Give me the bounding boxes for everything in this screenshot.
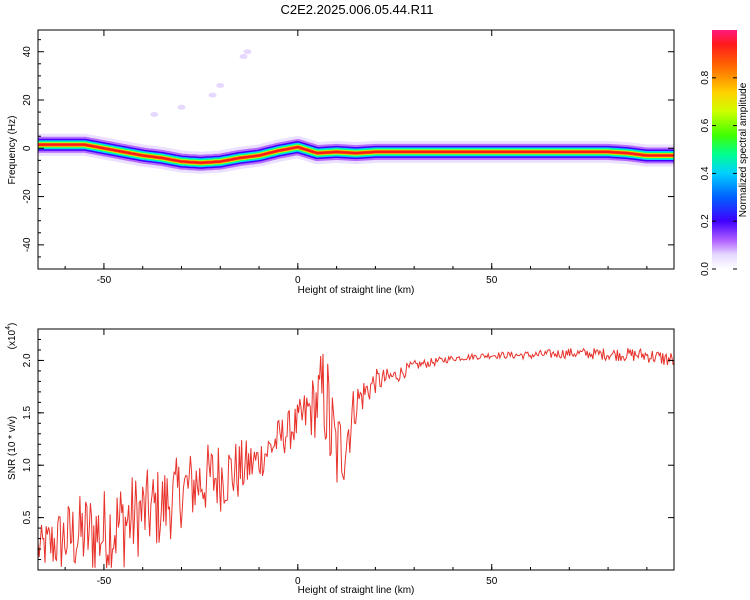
colorbar-gradient [712,30,737,269]
spectrogram-ytick-label: -20 [22,189,33,204]
snr-multiplier-exponent: 4 [5,326,12,330]
svg-text:(x104): (x104) [5,323,18,350]
spectrogram-ridge [38,49,674,174]
snr-multiplier: (x104) [5,323,18,350]
spectrogram-ylabel: Frequency (Hz) [7,116,18,185]
snr-series-line [38,347,674,568]
harmonic-point [177,104,186,110]
spectrogram-ytick-label: -40 [22,237,33,252]
colorbar: 0.0 0.2 0.4 0.6 0.8 Normalized spectral ampl… [700,30,749,276]
snr-multiplier-base: (x10 [7,329,18,349]
colorbar-tick-label: 0.2 [700,214,711,228]
snr-ticks: -50 0 50 0.5 1.0 1.5 2.0 [22,329,674,587]
harmonic-point [243,49,252,55]
spectrogram-panel: -50 0 50 -40 -20 0 20 40 Height of straight lin… [7,29,675,296]
colorbar-tick-label: 0.6 [700,118,711,132]
colorbar-tick-label: 0.8 [700,70,711,84]
snr-xtick-label: 50 [486,576,498,587]
spectrogram-ytick-label: 0 [22,145,33,151]
harmonic-point [216,83,225,89]
snr-ytick-label: 0.5 [22,510,33,524]
snr-ytick-label: 1.0 [22,458,33,472]
spectrogram-band-7 [38,143,674,164]
spectrogram-ytick-label: 20 [22,94,33,106]
colorbar-ticks: 0.0 0.2 0.4 0.6 0.8 [700,70,737,276]
snr-frame [37,328,675,571]
harmonic-point [150,111,159,117]
snr-ylabel: SNR (10 * v/v) [7,416,18,480]
spectrogram-frame [37,29,675,270]
spectrogram-xlabel: Height of straight line (km) [298,285,415,296]
snr-ytick-label: 1.5 [22,405,33,419]
snr-xlabel: Height of straight line (km) [298,585,415,596]
spectrogram-ticks: -50 0 50 -40 -20 0 20 40 [22,30,674,286]
snr-panel: -50 0 50 0.5 1.0 1.5 2.0 Height of straight li… [5,323,675,596]
spectrogram-ytick-label: 40 [22,46,33,58]
snr-plot-area [38,329,674,570]
spectrogram-xtick-label: 50 [486,275,498,286]
colorbar-tick-label: 0.0 [700,262,711,276]
snr-xtick-label: 0 [295,576,301,587]
spectrogram-xtick-label: 0 [295,275,301,286]
harmonic-point [208,92,217,98]
snr-xtick-label: -50 [97,576,112,587]
colorbar-label: Normalized spectral amplitude [738,82,749,217]
figure-title: C2E2.2025.006.05.44.R11 [281,2,434,17]
harmonic-point [239,54,248,60]
snr-ytick-label: 2.0 [22,353,33,367]
colorbar-tick-label: 0.4 [700,166,711,180]
spectrogram-xtick-label: -50 [97,275,112,286]
